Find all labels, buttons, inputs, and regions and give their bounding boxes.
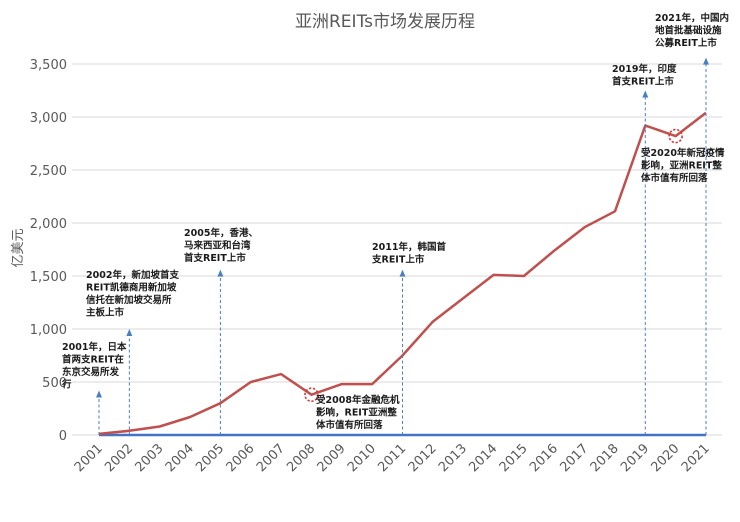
crisis-label: 受2020年新冠疫情 [641, 147, 725, 159]
milestone-label: 行 [61, 379, 72, 391]
milestone-label: 首支REIT上市 [612, 76, 674, 88]
x-tick-label: 2004 [163, 441, 197, 475]
crisis-label: 体市值有所回落 [641, 172, 708, 184]
x-tick-label: 2001 [72, 441, 106, 475]
milestone-arrow-head [642, 90, 649, 98]
milestone-label: 主板上市 [86, 307, 125, 319]
y-axis-label: 亿美元 [11, 228, 26, 267]
x-tick-label: 2007 [254, 441, 288, 475]
milestone-label: 支REIT上市 [371, 254, 425, 266]
milestone-label: 公募REIT上市 [655, 37, 717, 49]
milestone-label: 东京交易所发 [62, 366, 120, 378]
x-tick-label: 2019 [618, 441, 652, 475]
milestone-label: 马来西亚和台湾 [184, 240, 251, 252]
x-tick-label: 2017 [557, 441, 591, 475]
y-tick-label: 3,500 [30, 58, 67, 73]
crisis-dip-marker [304, 387, 319, 403]
x-tick-label: 2011 [375, 441, 409, 475]
milestone-arrow-head [399, 269, 406, 277]
milestone-label: 2005年，香港、 [184, 227, 258, 239]
x-tick-label: 2008 [284, 441, 318, 475]
chart-title: 亚洲REITs市场发展历程 [295, 12, 475, 32]
milestone-arrow-head [703, 57, 709, 65]
x-tick-label: 2002 [102, 441, 136, 475]
crisis-label: 影响，REIT亚洲整 [316, 407, 397, 419]
crisis-label: 影响，亚洲REIT整 [641, 160, 722, 172]
y-tick-label: 2,000 [30, 217, 67, 232]
crisis-dip-marker [668, 128, 683, 144]
x-axis-ticks: 2001200220032004200520062007200820092010… [72, 441, 713, 475]
gridlines [72, 63, 722, 436]
y-tick-label: 500 [42, 376, 67, 391]
milestone-arrow-head [217, 269, 224, 277]
milestone-label: 2001年，日本 [62, 341, 127, 353]
x-tick-label: 2003 [133, 441, 167, 475]
milestone-label: 信托在新加坡交易所 [86, 294, 172, 306]
x-tick-label: 2005 [193, 441, 227, 475]
milestone-label: 地首批基础设施 [655, 25, 722, 37]
milestone-label: 2021年，中国内 [655, 12, 729, 24]
x-tick-label: 2006 [224, 441, 258, 475]
y-tick-label: 1,000 [30, 323, 67, 338]
milestone-label: 2011年，韩国首 [372, 241, 446, 253]
x-tick-label: 2009 [315, 441, 349, 475]
x-tick-label: 2013 [436, 441, 470, 475]
crisis-label: 受2008年金融危机 [316, 394, 400, 406]
y-axis-ticks: 0 500 1,000 1,500 2,000 2,500 3,000 3,500 [30, 58, 67, 444]
milestone-label: 2002年，新加坡首支 [86, 269, 179, 281]
x-tick-label: 2018 [588, 441, 622, 475]
x-tick-label: 2014 [466, 441, 500, 475]
y-tick-label: 3,000 [30, 111, 67, 126]
x-tick-label: 2015 [497, 441, 531, 475]
x-tick-label: 2016 [527, 441, 561, 475]
x-tick-label: 2020 [648, 441, 682, 475]
milestone-arrow-head [96, 390, 102, 398]
y-tick-label: 2,500 [30, 164, 67, 179]
milestone-label: REIT凯德商用新加坡 [86, 282, 177, 294]
crisis-markers [304, 128, 683, 403]
milestone-label: 2019年，印度 [612, 63, 677, 75]
y-tick-label: 0 [59, 429, 67, 444]
x-tick-label: 2012 [406, 441, 440, 475]
x-tick-label: 2010 [345, 441, 379, 475]
crisis-label: 体市值有所回落 [316, 419, 383, 431]
x-tick-label: 2021 [679, 441, 713, 475]
milestone-label: 首支REIT上市 [184, 252, 246, 264]
milestone-label: 首两支REIT在 [62, 354, 124, 366]
milestone-arrow-head [126, 329, 133, 336]
y-tick-label: 1,500 [30, 270, 67, 285]
